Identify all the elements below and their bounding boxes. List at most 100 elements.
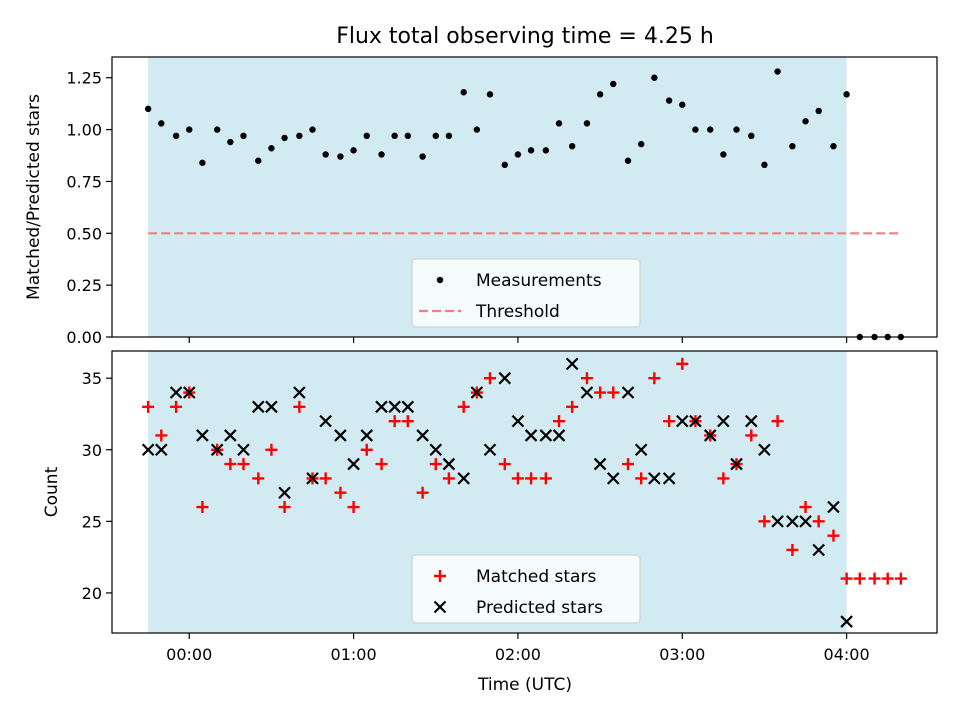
predicted-star-point (265, 400, 278, 414)
measurement-point (404, 132, 412, 140)
measurement-point (337, 153, 344, 160)
top-panel: 0.00 0.25 0.50 0.75 1.00 1.25 Measurements Thre… (66, 56, 938, 347)
x-tick-label: 03:00 (659, 645, 705, 664)
predicted-star-point (237, 443, 250, 457)
matched-star-point (622, 458, 635, 471)
matched-star-point (745, 429, 758, 442)
predicted-star-point (552, 429, 566, 442)
measurement-point (774, 68, 781, 75)
predicted-star-point (155, 443, 168, 457)
predicted-star-point (375, 400, 388, 414)
matched-star-point (894, 572, 907, 585)
measurement-point (843, 91, 850, 98)
measurement-point (172, 132, 180, 140)
y-tick-label: 1.00 (66, 121, 102, 140)
bottom-legend: Matched stars Predicted stars (411, 554, 641, 624)
legend-label: Measurements (476, 271, 602, 291)
measurement-point (679, 101, 686, 108)
predicted-star-point (498, 371, 512, 385)
matched-star-point (771, 415, 784, 428)
measurement-point (583, 120, 591, 127)
predicted-star-point (347, 457, 360, 471)
predicted-star-point (429, 443, 443, 457)
y-tick-label: 0.00 (66, 328, 102, 347)
matched-star-point (319, 472, 332, 485)
measurement-point (555, 120, 563, 127)
matched-star-point (155, 429, 168, 442)
matched-star-point (511, 472, 524, 485)
measurement-point (240, 132, 247, 140)
measurement-point (281, 134, 288, 142)
predicted-star-point (648, 472, 661, 485)
measurement-point (733, 126, 740, 133)
matched-star-point (142, 400, 155, 413)
matched-star-point (607, 386, 620, 399)
measurement-point (322, 151, 329, 158)
measurement-point (761, 161, 768, 169)
measurement-point (144, 105, 152, 113)
measurement-point (268, 145, 275, 152)
measurement-point (802, 118, 809, 125)
matched-star-point (442, 472, 455, 485)
matched-star-point (580, 372, 593, 385)
predicted-star-point (799, 515, 812, 528)
measurement-point (363, 132, 370, 140)
legend-plus-marker (434, 570, 446, 582)
legend-box (411, 554, 641, 624)
predicted-star-point (771, 515, 784, 528)
measurement-point (391, 132, 398, 140)
predicted-star-point (539, 429, 553, 442)
predicted-star-point (703, 429, 717, 442)
measurement-point (568, 142, 576, 150)
measurement-point (227, 138, 234, 146)
predicted-star-point (182, 386, 196, 399)
predicted-star-point (606, 472, 620, 485)
x-axis-label: Time (UTC) (477, 675, 572, 695)
top-axes-frame (111, 56, 938, 338)
predicted-star-point (293, 386, 306, 399)
matched-star-point (853, 572, 866, 585)
predicted-star-point (442, 457, 456, 471)
predicted-star-point (210, 443, 224, 457)
matched-star-point (360, 443, 373, 456)
measurement-point (665, 97, 673, 104)
measurement-point (473, 126, 481, 133)
matched-star-point (483, 372, 496, 385)
legend-dot-marker (436, 276, 444, 284)
matched-star-point (293, 400, 306, 413)
legend-box (411, 258, 641, 328)
x-tick-label: 02:00 (495, 645, 541, 664)
predicted-star-point (662, 472, 676, 485)
measurement-point (378, 151, 385, 158)
matched-star-point (717, 472, 730, 485)
predicted-star-point (251, 400, 265, 414)
matched-star-point (278, 501, 291, 514)
x-tick-label: 00:00 (166, 645, 212, 664)
measurement-point (186, 126, 193, 133)
measurement-point (309, 126, 316, 133)
measurement-point (692, 126, 699, 133)
measurement-point (158, 120, 165, 127)
matched-star-point (237, 458, 250, 471)
matched-star-point (416, 486, 429, 499)
y-tick-label: 0.25 (66, 276, 102, 295)
matched-star-point (457, 400, 470, 413)
predicted-star-point (319, 414, 332, 428)
predicted-star-point (593, 457, 607, 471)
predicted-star-point (717, 414, 730, 428)
matched-star-point (881, 572, 894, 585)
bottom-y-axis-label: Count (42, 466, 62, 517)
matched-star-point (663, 415, 676, 428)
matched-star-point (498, 458, 511, 471)
measurement-point (610, 80, 617, 88)
y-tick-label: 30 (82, 441, 102, 460)
x-tick-label: 01:00 (331, 645, 377, 664)
predicted-star-point (634, 443, 648, 457)
predicted-star-point (745, 414, 758, 428)
measurement-point (350, 147, 357, 154)
measurement-point (296, 132, 303, 140)
predicted-star-point (758, 443, 771, 457)
measurement-point (445, 132, 453, 140)
predicted-star-point (334, 429, 347, 442)
